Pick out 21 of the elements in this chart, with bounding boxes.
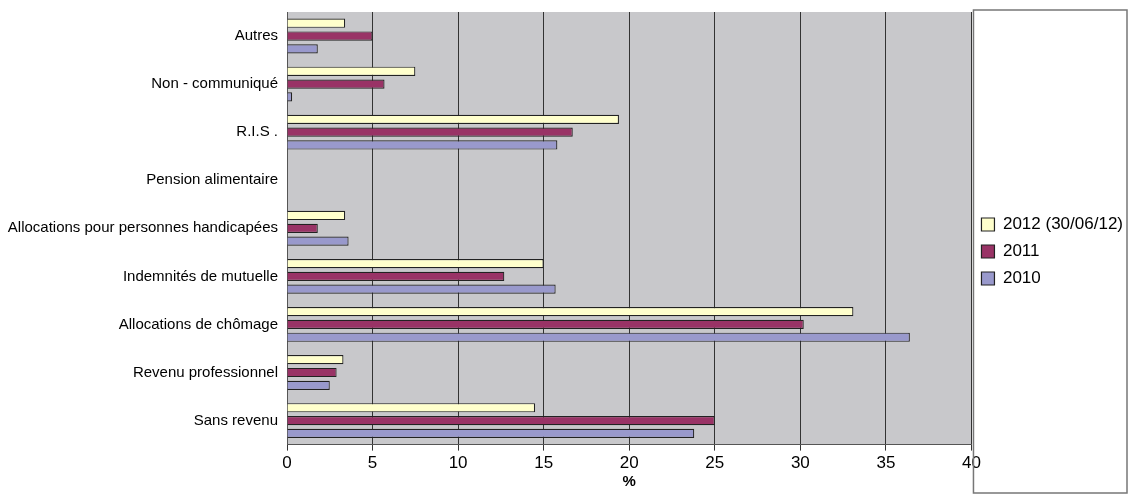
x-axis-title: % [622,472,636,490]
y-tick-label: Allocations pour personnes handicapées [7,218,278,236]
legend-label: 2010 [1002,268,1041,288]
x-tick-label: 25 [705,453,725,473]
x-tick-label: 20 [619,453,639,473]
y-tick-label: Revenu professionnel [132,362,278,380]
y-tick-label: Autres [234,26,278,44]
y-tick-label: R.I.S . [236,122,278,140]
x-tick-label: 35 [876,453,896,473]
y-tick-label: Non - communiqué [151,74,278,92]
y-tick-label: Pension alimentaire [146,170,278,188]
y-tick-label: Sans revenu [193,410,278,428]
x-tick-label: 0 [282,453,292,473]
x-tick-label: 10 [448,453,468,473]
legend-label: 2012 (30/06/12) [1002,214,1124,234]
y-tick-label: Allocations de chômage [118,314,278,332]
y-tick-label: Indemnités de mutuelle [122,266,278,284]
legend-label: 2011 [1002,241,1040,261]
x-tick-label: 5 [367,453,378,473]
x-tick-label: 30 [790,453,810,473]
x-tick-label: 15 [534,453,554,473]
